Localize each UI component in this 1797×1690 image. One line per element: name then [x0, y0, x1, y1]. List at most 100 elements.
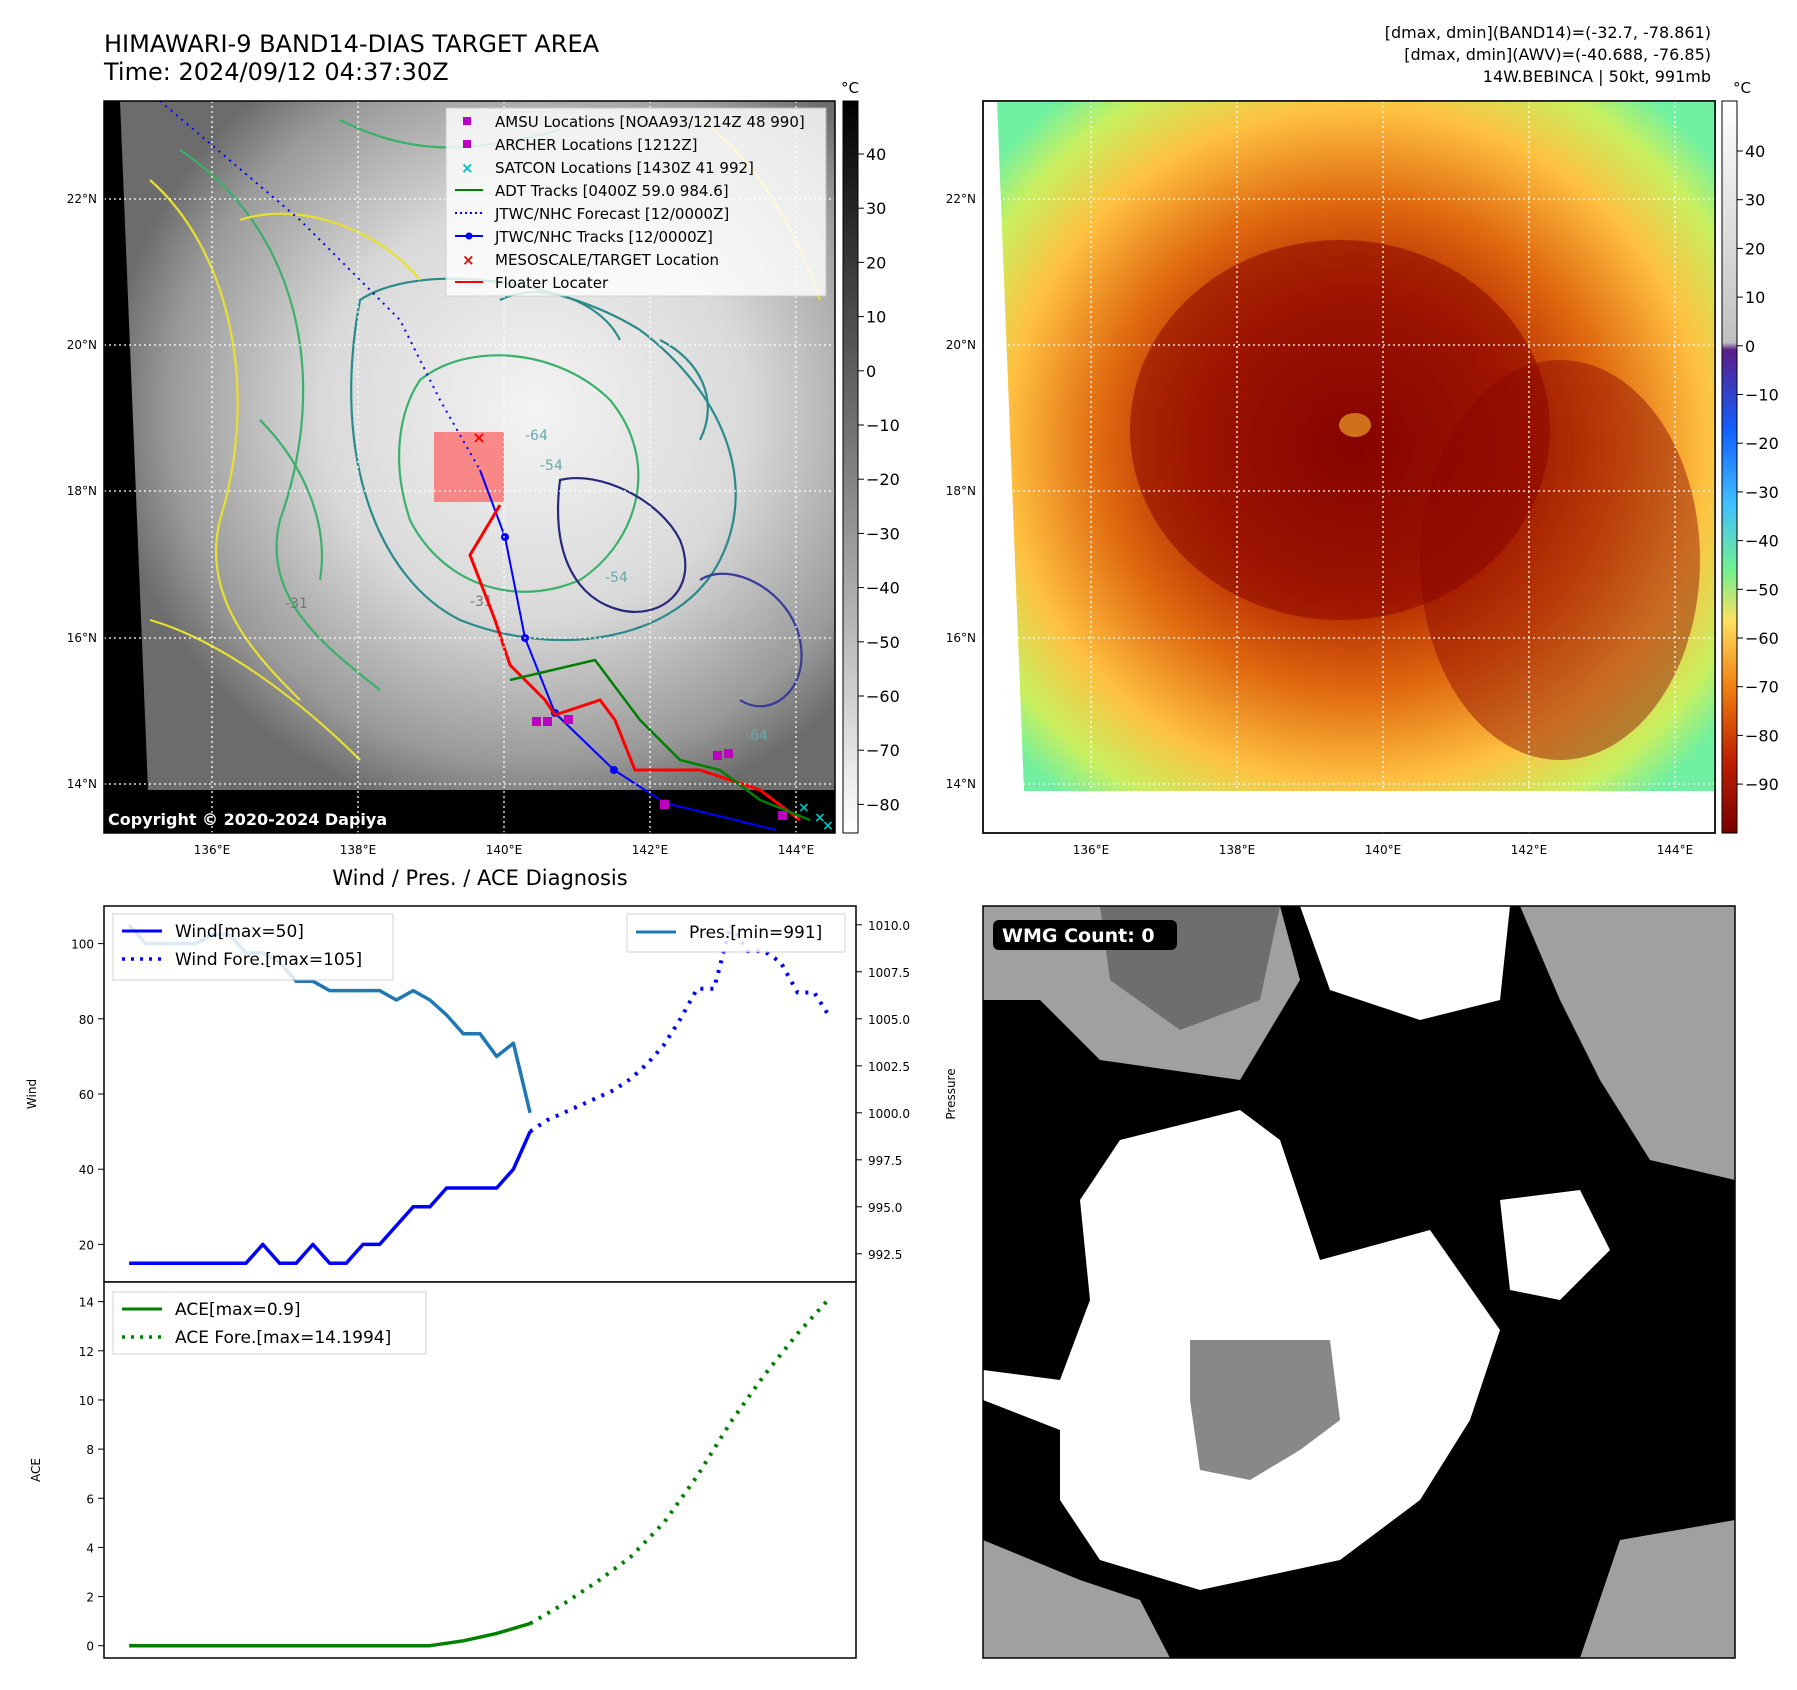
colorbar-tick-label: −10: [866, 416, 900, 435]
colorbar-tick-label: 10: [866, 308, 886, 327]
storm-eye: [1339, 413, 1371, 437]
lat-label: 18°N: [946, 484, 976, 498]
title-line2: Time: 2024/09/12 04:37:30Z: [103, 58, 449, 86]
wind-ytick-label: 40: [79, 1163, 94, 1177]
lon-label: 140°E: [1365, 843, 1402, 857]
pressure-ytick-label: 995.0: [868, 1201, 902, 1215]
cold-cloud-region: [1420, 360, 1700, 760]
colorbar-tick-label: −70: [1745, 678, 1779, 697]
color-map-border: [982, 100, 1716, 834]
contour-label: -64: [745, 728, 768, 744]
target-area: [434, 432, 504, 502]
colorbar-tick-label: 20: [866, 253, 886, 272]
ace-ytick-label: 4: [86, 1541, 94, 1555]
mesoscale-target-marker: ×: [472, 428, 485, 447]
svg-text:×: ×: [798, 800, 810, 816]
left-map-lon-labels: 136°E 138°E 140°E 142°E 144°E: [194, 843, 815, 857]
legend-entries: AMSU Locations [NOAA93/1214Z 48 990] ARC…: [455, 113, 805, 292]
map-legend: [445, 107, 827, 297]
ace-ytick-label: 14: [79, 1296, 94, 1310]
contour-label: -54: [605, 570, 628, 586]
gray-colorbar-fill: [842, 100, 859, 834]
legend-ace-label: ACE[max=0.9]: [175, 1300, 301, 1320]
wind-ytick-label: 100: [71, 938, 94, 952]
color-map-gridlines: [983, 101, 1715, 833]
legend-jtwc-dot: [465, 232, 473, 240]
wmg-count-label: WMG Count: 0: [1002, 925, 1155, 947]
ace-ylabel: ACE: [29, 1458, 43, 1482]
lat-label: 22°N: [67, 192, 97, 206]
lon-label: 136°E: [194, 843, 231, 857]
legend-wind-label: Wind[max=50]: [175, 922, 304, 942]
jtwc-forecast-track: [159, 100, 481, 471]
info-line1: [dmax, dmin](BAND14)=(-32.7, -78.861): [1385, 23, 1711, 42]
colorbar-tick-label: 20: [1745, 239, 1765, 258]
wind-pressure-chart: 20 40 60 80 100 992.5 995.0 997.5 1000.0 1002.5 10…: [25, 905, 958, 1283]
color-colorbar-fill: [1721, 100, 1738, 834]
colorbar-tick-label: −80: [1745, 726, 1779, 745]
floater-locater: [468, 504, 801, 822]
svg-text:×: ×: [822, 818, 834, 834]
colorbar-tick-label: 10: [1745, 288, 1765, 307]
colorbar-tick-label: 40: [1745, 142, 1765, 161]
info-line3: 14W.BEBINCA | 50kt, 991mb: [1483, 67, 1711, 86]
ace-ytick-label: 8: [86, 1443, 94, 1457]
pressure-ytick-label: 1010.0: [868, 919, 910, 933]
wmg-region-gray: [1190, 1340, 1340, 1480]
legend-wind-fore-label: Wind Fore.[max=105]: [175, 950, 362, 970]
ace-ytick-label: 12: [79, 1345, 94, 1359]
copyright-text: Copyright © 2020-2024 Dapiya: [108, 810, 387, 829]
lon-label: 140°E: [486, 843, 523, 857]
legend-ace-fore-label: ACE Fore.[max=14.1994]: [175, 1328, 391, 1348]
series-line: [129, 1621, 531, 1648]
lon-label: 136°E: [1073, 843, 1110, 857]
ace-ytick-label: 6: [86, 1492, 94, 1506]
ace-chart: 0 2 4 6 8 10 12 14 ACE ACE[max=0.9] ACE Fore.[m…: [29, 1281, 857, 1659]
wmg-region-gray: [983, 1540, 1170, 1658]
ace-legend: [112, 1291, 427, 1355]
title-line1: HIMAWARI-9 BAND14-DIAS TARGET AREA: [104, 30, 600, 58]
legend-pres-label: Pres.[min=991]: [689, 923, 822, 943]
contour-label: -31: [285, 596, 308, 612]
left-map-lat-labels: 22°N 20°N 18°N 16°N 14°N: [67, 192, 97, 791]
gray-colorbar: °C 40 30 20 10 0 −10 −20 −30 −40 −50 −60 −70 −80: [841, 79, 900, 834]
colorbar-tick-label: −40: [866, 579, 900, 598]
contour-label: -64: [525, 428, 548, 444]
wind-ytick-label: 80: [79, 1013, 94, 1027]
legend-satcon-label: SATCON Locations [1430Z 41 992]: [495, 159, 754, 177]
lat-label: 16°N: [67, 631, 97, 645]
lat-label: 18°N: [67, 484, 97, 498]
diagnosis-title: Wind / Pres. / ACE Diagnosis: [332, 866, 627, 890]
colorbar-tick-label: −30: [866, 524, 900, 543]
colorbar-tick-label: 40: [866, 145, 886, 164]
colorbar-tick-label: −50: [1745, 580, 1779, 599]
lon-label: 138°E: [340, 843, 377, 857]
color-colorbar-unit: °C: [1733, 79, 1751, 97]
adt-track: [509, 658, 811, 822]
ace-ytick-label: 10: [79, 1394, 94, 1408]
wind-legend: [112, 913, 394, 981]
lon-label: 142°E: [632, 843, 669, 857]
lat-label: 20°N: [67, 338, 97, 352]
satcon-markers: ×××: [798, 800, 834, 834]
wmg-region-gray: [1520, 906, 1735, 1180]
colorbar-tick-label: −40: [1745, 532, 1779, 551]
lon-label: 138°E: [1219, 843, 1256, 857]
wmg-count-badge: [993, 920, 1177, 950]
pressure-ytick-label: 992.5: [868, 1248, 902, 1262]
colorbar-tick-label: 0: [866, 362, 876, 381]
lat-label: 14°N: [946, 777, 976, 791]
legend-satcon-marker: ×: [461, 159, 474, 177]
colorbar-tick-label: −90: [1745, 775, 1779, 794]
ir-map-panel: -31 -31 -54 -54 -64 -64 × ×××: [103, 100, 836, 834]
color-colorbar: °C 40 30 20 10 0 −10 −20 −30 −40 −50 −60 −70 −80 −90: [1721, 79, 1779, 834]
legend-archer-label: ARCHER Locations [1212Z]: [495, 136, 698, 154]
legend-archer-marker: [463, 140, 471, 148]
colorbar-tick-label: −60: [1745, 629, 1779, 648]
pressure-ytick-label: 1000.0: [868, 1107, 910, 1121]
series-line: [528, 922, 833, 1134]
wmg-frame: [982, 905, 1736, 1659]
wind-ytick-label: 60: [79, 1088, 94, 1102]
colorbar-tick-label: −60: [866, 687, 900, 706]
